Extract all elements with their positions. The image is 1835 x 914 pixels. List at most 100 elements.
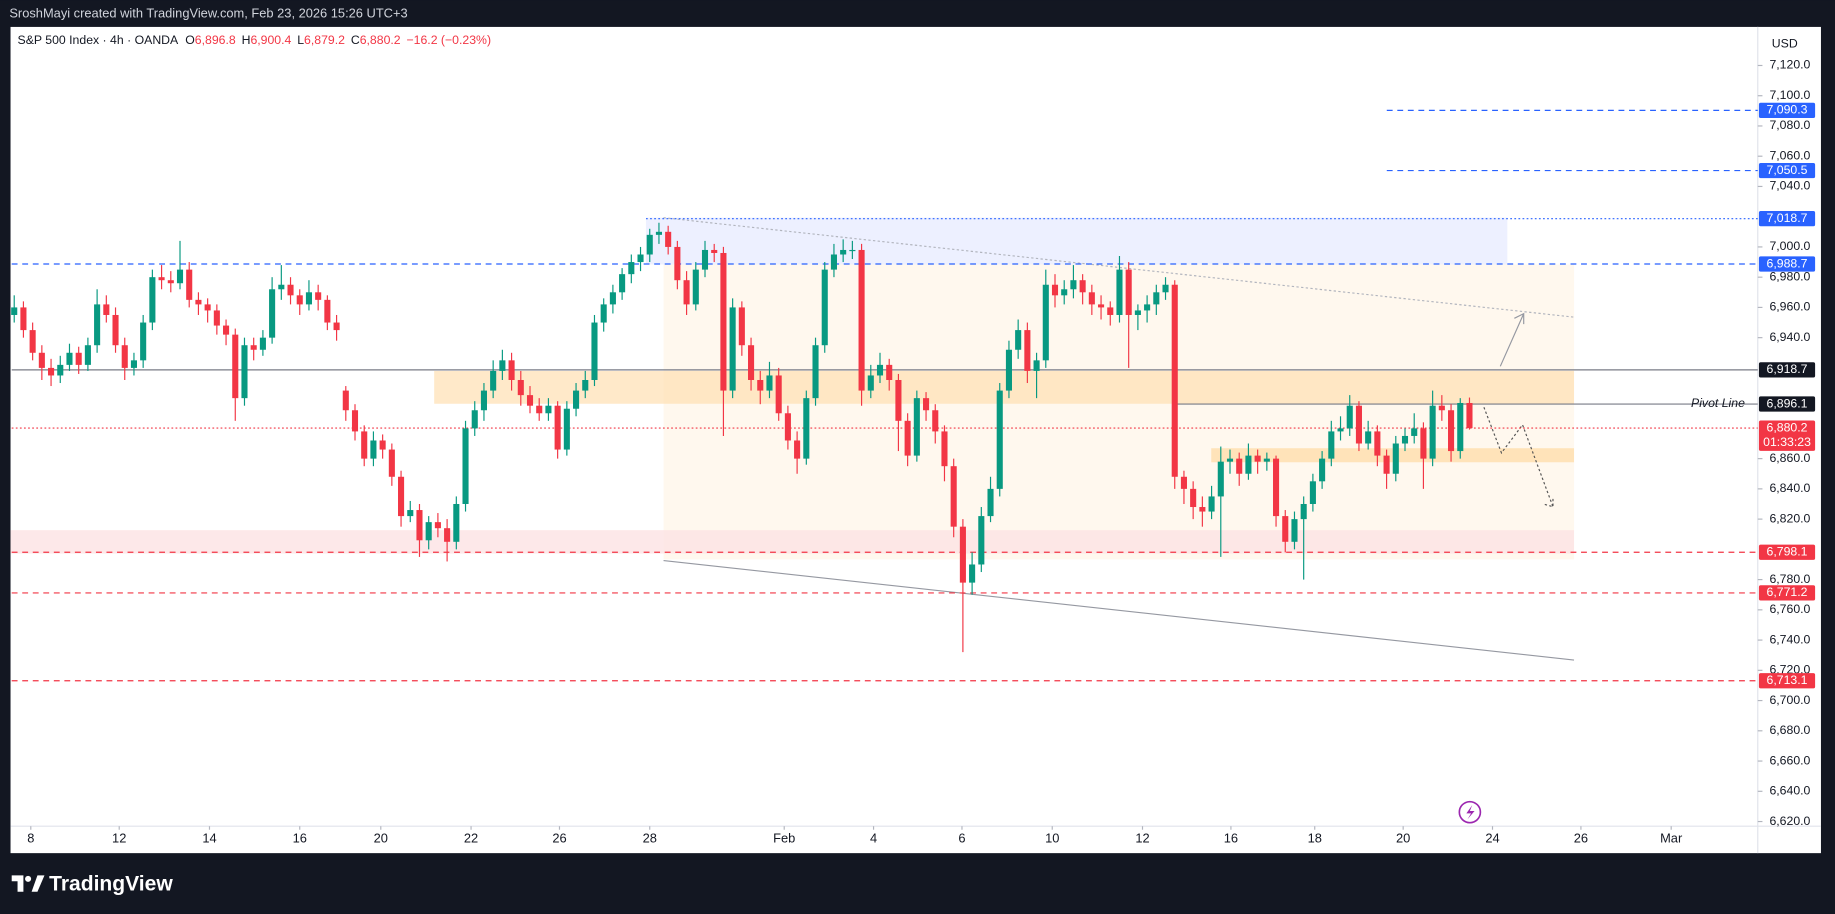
drawings bbox=[10, 109, 1758, 682]
candle-body bbox=[1217, 461, 1224, 497]
candle-body bbox=[167, 280, 174, 284]
legend-value: 6,896.8 bbox=[195, 33, 236, 47]
candle-body bbox=[398, 476, 405, 517]
candle-body bbox=[1070, 280, 1077, 290]
candle-body bbox=[29, 330, 36, 353]
candle-body bbox=[701, 249, 709, 270]
candle-body bbox=[886, 364, 893, 380]
candle-body bbox=[259, 337, 266, 350]
candle-body bbox=[11, 307, 18, 315]
logo-text: TradingView bbox=[49, 872, 173, 895]
candle-body bbox=[1466, 402, 1473, 429]
legend-change: −16.2 (−0.23%) bbox=[406, 33, 491, 47]
candle-body bbox=[619, 274, 626, 293]
candle-body bbox=[784, 413, 791, 441]
y-tick-label: 6,960.0 bbox=[1769, 300, 1810, 314]
candle-body bbox=[1383, 455, 1390, 474]
candle-body bbox=[683, 280, 690, 305]
y-tick-label: 6,940.0 bbox=[1769, 330, 1810, 344]
y-tick-label: 7,040.0 bbox=[1769, 179, 1810, 193]
candle-body bbox=[1208, 496, 1215, 512]
legend-key: C bbox=[351, 33, 360, 47]
candle-body bbox=[711, 249, 718, 253]
logo-dot bbox=[25, 875, 32, 882]
logo-mark bbox=[11, 875, 45, 892]
candle-body bbox=[1005, 349, 1012, 391]
candle-body bbox=[140, 322, 147, 361]
candle-body bbox=[1254, 455, 1261, 462]
candle-body bbox=[278, 284, 285, 290]
candle-body bbox=[223, 325, 230, 335]
candle-body bbox=[1236, 458, 1243, 474]
candle-body bbox=[499, 360, 506, 371]
candle-body bbox=[1309, 481, 1316, 504]
candle-body bbox=[1355, 405, 1362, 444]
y-tick-label: 6,820.0 bbox=[1769, 511, 1810, 525]
y-tick-label: 6,860.0 bbox=[1769, 451, 1810, 465]
candle-body bbox=[379, 440, 386, 450]
candle-body bbox=[48, 367, 55, 376]
x-tick-label: 16 bbox=[1224, 831, 1238, 846]
level-tag bbox=[1758, 396, 1816, 412]
candle-body bbox=[241, 345, 248, 399]
up-arrow bbox=[1499, 312, 1525, 367]
candle-body bbox=[1107, 307, 1114, 315]
candle-body bbox=[1015, 330, 1022, 350]
x-tick-label: 8 bbox=[27, 831, 34, 846]
candle-body bbox=[665, 231, 672, 247]
candle-body bbox=[471, 410, 478, 429]
candle-body bbox=[1042, 284, 1049, 361]
candle-body bbox=[370, 440, 377, 459]
candle-body bbox=[1420, 428, 1427, 459]
x-tick-label: 10 bbox=[1045, 831, 1059, 846]
level-tag-label: 6,798.1 bbox=[1767, 544, 1808, 558]
level-tag-label: 7,018.7 bbox=[1767, 211, 1808, 225]
candle-body bbox=[775, 375, 782, 414]
candle-body bbox=[1319, 458, 1326, 482]
candle-body bbox=[103, 304, 110, 315]
candle-body bbox=[508, 360, 515, 380]
candle-body bbox=[112, 314, 119, 346]
candle-body bbox=[1282, 516, 1289, 542]
x-tick-label: Mar bbox=[1660, 831, 1683, 846]
candle-body bbox=[563, 408, 570, 450]
candle-body bbox=[1180, 476, 1187, 489]
level-tag-label: 7,050.5 bbox=[1767, 163, 1808, 177]
candle-body bbox=[729, 307, 736, 391]
candle-body bbox=[462, 428, 469, 504]
candle-body bbox=[342, 390, 349, 411]
level-tag bbox=[1758, 420, 1816, 451]
candle-body bbox=[269, 289, 276, 338]
y-tick-label: 6,720.0 bbox=[1769, 663, 1810, 677]
candle-body bbox=[720, 252, 727, 391]
candle-body bbox=[444, 528, 451, 542]
candle-body bbox=[75, 352, 82, 365]
candle-body bbox=[830, 254, 837, 270]
level-tag bbox=[1758, 162, 1816, 179]
candle-body bbox=[1392, 443, 1399, 474]
candle-body bbox=[204, 304, 211, 311]
y-tick-label: 6,840.0 bbox=[1769, 481, 1810, 495]
candle-body bbox=[996, 390, 1003, 489]
y-tick-label: 6,680.0 bbox=[1769, 723, 1810, 737]
candle-body bbox=[895, 379, 902, 421]
candle-body bbox=[913, 398, 920, 456]
candle-body bbox=[655, 231, 662, 235]
legend-value: 6,879.2 bbox=[304, 33, 345, 47]
level-tag-label: 6,771.2 bbox=[1767, 585, 1808, 599]
candle-body bbox=[692, 269, 699, 305]
x-tick-label: 28 bbox=[643, 831, 657, 846]
demand-zone bbox=[10, 530, 1575, 554]
level-tag-label: 6,988.7 bbox=[1767, 256, 1808, 270]
candle-body bbox=[1171, 284, 1178, 477]
y-tick-label: 7,060.0 bbox=[1769, 148, 1810, 162]
candle-body bbox=[480, 390, 487, 411]
level-tag bbox=[1758, 102, 1816, 118]
candle-body bbox=[1226, 458, 1234, 462]
candle-body bbox=[766, 375, 773, 391]
candle-body bbox=[176, 269, 184, 284]
candle-body bbox=[94, 304, 101, 346]
candle-body bbox=[591, 322, 598, 380]
legend-key: H bbox=[242, 33, 251, 47]
upper-trendline bbox=[663, 217, 1575, 318]
